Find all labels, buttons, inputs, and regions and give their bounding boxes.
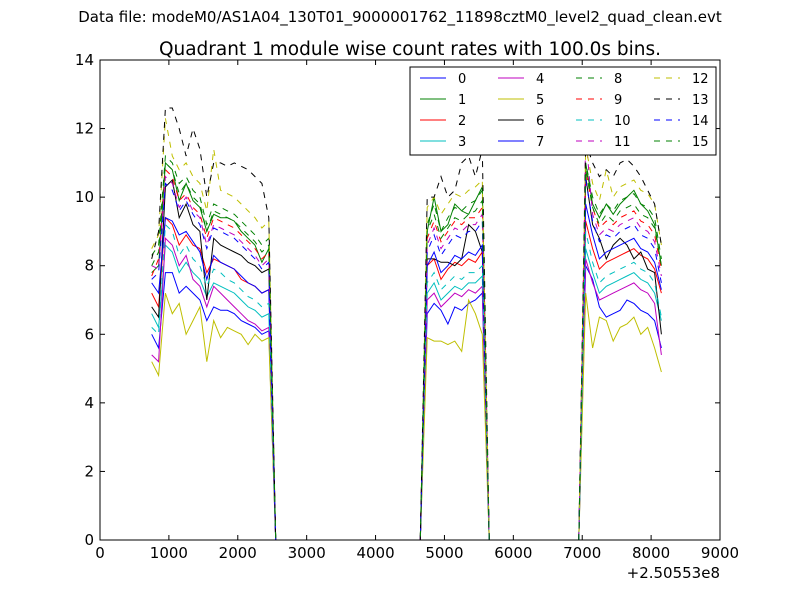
legend-entry-5: 5	[498, 93, 544, 108]
legend-entry-9: 9	[576, 93, 622, 108]
legend-label: 2	[458, 114, 466, 129]
x-tick-label: 3000	[288, 544, 326, 562]
y-tick-label: 10	[75, 188, 94, 206]
legend-entry-12: 12	[654, 72, 709, 87]
legend-entry-10: 10	[576, 114, 631, 129]
figure-suptitle: Data file: modeM0/AS1A04_130T01_90000017…	[78, 8, 722, 26]
legend-label: 14	[692, 114, 709, 129]
legend-label: 5	[536, 93, 544, 108]
y-tick-label: 8	[84, 257, 94, 275]
legend-entry-3: 3	[420, 135, 466, 150]
y-tick-label: 6	[84, 325, 94, 343]
legend-label: 6	[536, 114, 544, 129]
series-line-10	[151, 223, 662, 541]
legend-entry-1: 1	[420, 93, 466, 108]
x-tick-label: 9000	[701, 544, 739, 562]
axes: 0 1000 2000 3000 4000 5000 6000 7000 8000 9000 0 2 4…	[75, 51, 739, 562]
y-tick-label: 4	[84, 394, 94, 412]
legend-label: 13	[692, 93, 709, 108]
legend-entry-6: 6	[498, 114, 544, 129]
legend-entry-13: 13	[654, 93, 709, 108]
legend-entry-7: 7	[498, 135, 544, 150]
y-tick-label: 12	[75, 120, 94, 138]
series-line-7	[151, 203, 662, 541]
series-line-5	[151, 292, 662, 541]
y-tick-label: 14	[75, 51, 94, 69]
legend-label: 8	[614, 72, 622, 87]
legend-label: 0	[458, 72, 466, 87]
chart-title: Quadrant 1 module wise count rates with …	[159, 39, 661, 60]
legend-entry-0: 0	[420, 72, 466, 87]
legend-label: 15	[692, 135, 709, 150]
x-tick-label: 8000	[632, 544, 670, 562]
legend-entry-11: 11	[576, 135, 631, 150]
x-tick-label: 7000	[563, 544, 601, 562]
x-tick-label: 1000	[150, 544, 188, 562]
series-line-15	[151, 161, 662, 541]
legend-label: 11	[614, 135, 631, 150]
legend-entry-15: 15	[654, 135, 709, 150]
legend-label: 12	[692, 72, 709, 87]
x-tick-label: 4000	[356, 544, 394, 562]
plot-area	[151, 107, 662, 541]
legend-label: 10	[614, 114, 631, 129]
legend-label: 1	[458, 93, 466, 108]
legend-box	[409, 66, 717, 156]
legend-entry-2: 2	[420, 114, 466, 129]
x-tick-label: 2000	[219, 544, 257, 562]
legend-entry-4: 4	[498, 72, 544, 87]
legend-label: 7	[536, 135, 544, 150]
x-tick-label: 5000	[425, 544, 463, 562]
legend-entry-8: 8	[576, 72, 622, 87]
legend-label: 3	[458, 135, 466, 150]
x-offset-label: +2.50553e8	[627, 564, 720, 582]
y-tick-label: 0	[84, 531, 94, 549]
legend-label: 4	[536, 72, 544, 87]
legend-entry-14: 14	[654, 114, 709, 129]
legend-label: 9	[614, 93, 622, 108]
x-tick-label: 6000	[494, 544, 532, 562]
plot-frame	[99, 59, 721, 541]
x-tick-label: 0	[95, 544, 105, 562]
y-tick-label: 2	[84, 462, 94, 480]
